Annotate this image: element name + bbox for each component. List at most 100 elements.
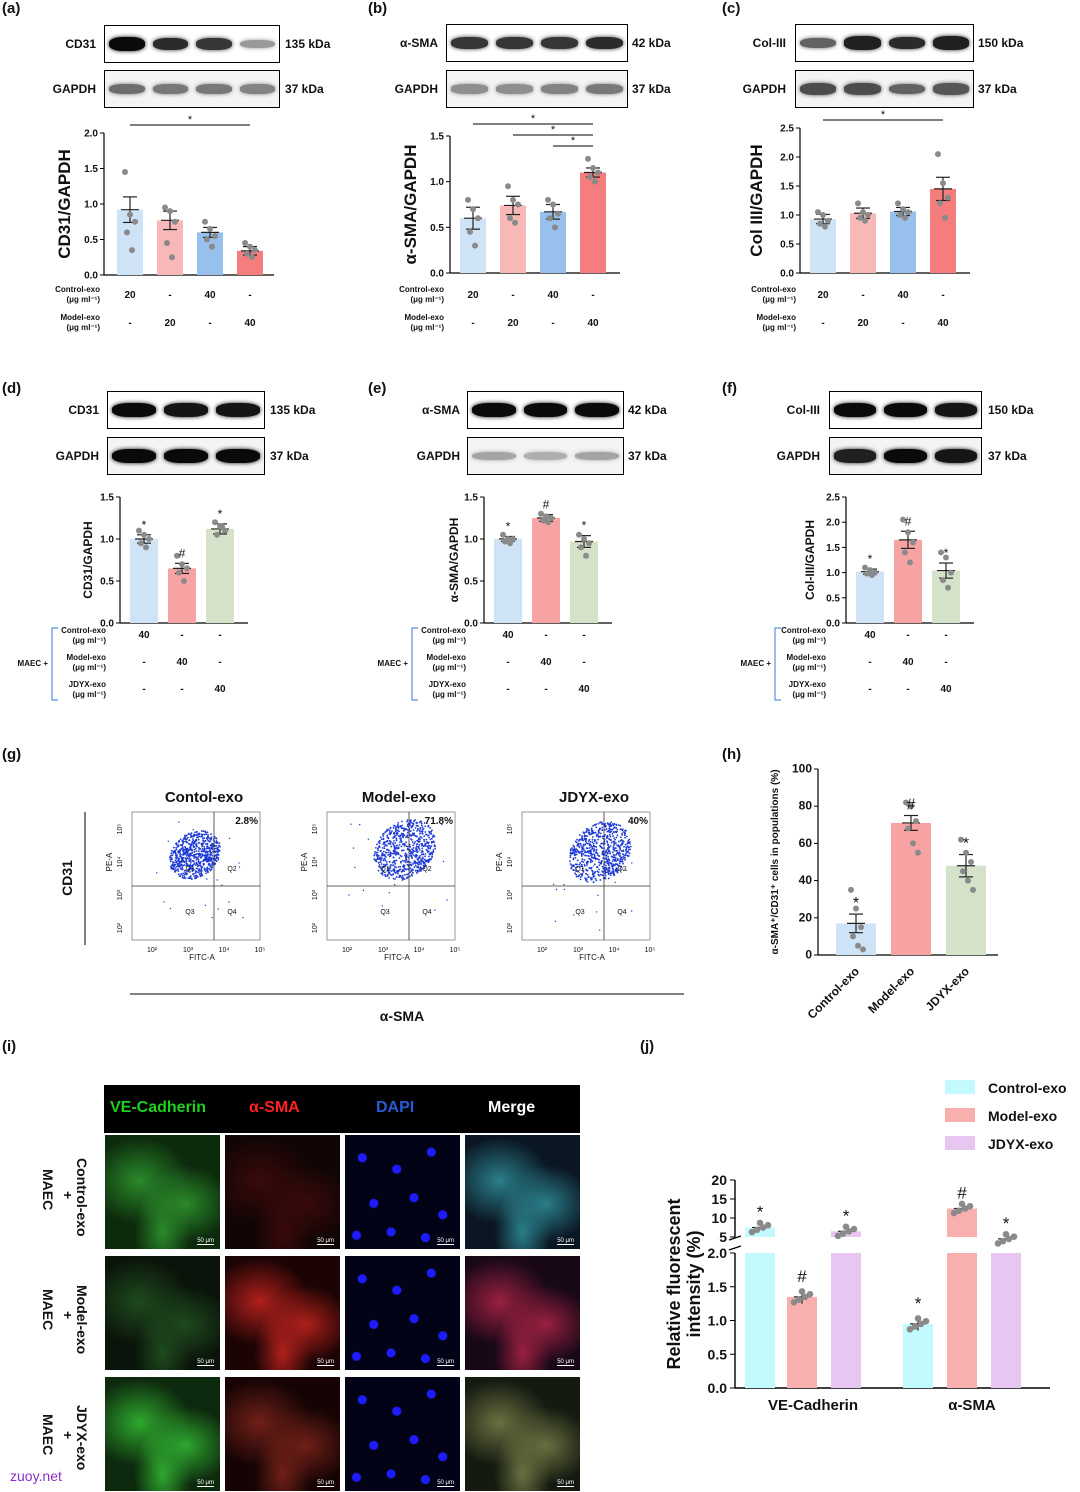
flow-dot [608, 829, 610, 832]
flow-dot [593, 875, 596, 878]
blot-d-bottom [107, 437, 265, 475]
flow-dot [381, 905, 384, 907]
flow-dot [407, 864, 409, 866]
flow-dot [384, 830, 387, 833]
flow-dot [217, 850, 220, 853]
flow-dot [208, 864, 211, 866]
flow-dot [390, 845, 393, 848]
flow-dot [186, 836, 189, 839]
flow-dot [181, 866, 184, 869]
flow-dot [602, 850, 605, 853]
flow-dot [184, 835, 187, 837]
flow-dot [600, 821, 603, 824]
row-label-f-2: JDYX-exo [789, 680, 826, 689]
flow-q2-1: Q2 [422, 866, 431, 873]
blot-label-d-top: CD31 [68, 403, 99, 417]
data-point-j [845, 1228, 853, 1235]
flow-dot [405, 859, 408, 862]
flow-dot [411, 841, 414, 844]
flow-dot [415, 872, 418, 874]
flow-dot [195, 831, 198, 833]
dose-model-a: 20 [164, 318, 176, 329]
flow-dot [387, 854, 390, 856]
flow-dot [175, 857, 178, 860]
flow-dot [419, 820, 422, 823]
significance-mark-h: # [907, 797, 916, 814]
flow-dot [206, 878, 208, 880]
flow-dot [581, 835, 584, 837]
data-point-d [222, 527, 228, 534]
data-point-h [958, 836, 964, 843]
flow-dot [613, 873, 615, 876]
flow-dot [424, 859, 427, 862]
flow-dot [204, 851, 207, 854]
flow-dot [593, 839, 596, 841]
data-point-b [505, 183, 511, 190]
flow-dot [400, 849, 403, 852]
flow-dot [193, 855, 196, 858]
data-point-j [906, 1325, 914, 1333]
flow-dot [604, 872, 607, 875]
flow-dot [195, 839, 198, 842]
flow-dot [377, 849, 379, 851]
flow-dot [195, 874, 198, 877]
flow-y-tick-1: 10³ [312, 889, 319, 900]
flow-dot [175, 856, 177, 859]
flow-dot [212, 850, 215, 853]
flow-dot [209, 854, 212, 857]
flow-dot [605, 866, 607, 869]
flow-dot [563, 884, 565, 886]
flow-dot [405, 868, 408, 871]
flow-dot [386, 829, 388, 831]
flow-dot [194, 856, 196, 859]
flow-dot [607, 867, 610, 869]
flow-dot [429, 832, 432, 835]
y-tick-label-d: 1.0 [100, 535, 114, 546]
flow-dot [390, 870, 393, 872]
flow-dot [402, 830, 405, 832]
flow-dot [408, 849, 411, 852]
flow-dot [620, 836, 622, 839]
flow-dot [208, 847, 211, 849]
flow-dot [202, 841, 205, 844]
flow-dot [215, 859, 218, 862]
y-tick-label-c: 0.5 [780, 240, 794, 251]
flow-dot [416, 851, 419, 853]
y-tick-label-h: 80 [799, 799, 813, 813]
dose-d-2: - [180, 684, 183, 695]
flow-dot [170, 852, 173, 855]
flow-dot [624, 856, 626, 859]
column-merge: Merge [488, 1099, 536, 1116]
flow-dot [619, 860, 622, 863]
flow-dot [390, 863, 392, 866]
flow-dot [397, 853, 400, 856]
flow-dot [598, 874, 601, 877]
flow-dot [206, 870, 209, 872]
flow-dot [215, 854, 218, 857]
flow-dot [181, 856, 184, 859]
flow-dot [395, 870, 398, 873]
flow-dot [209, 837, 212, 840]
flow-dot [216, 841, 219, 844]
flow-dot [177, 857, 180, 860]
flow-dot [399, 834, 402, 837]
flow-dot [413, 820, 416, 822]
flow-dot [411, 869, 414, 872]
column-alpha-sma: α-SMA [249, 1099, 300, 1116]
flow-dot [210, 846, 213, 849]
band [800, 83, 837, 95]
flow-dot [198, 852, 201, 855]
flow-dot [194, 840, 197, 843]
flow-dot [423, 840, 426, 843]
flow-dot [191, 878, 193, 881]
flow-dot [392, 864, 395, 867]
flow-dot [192, 859, 195, 862]
flow-dot [183, 848, 186, 851]
significance-mark-j: # [957, 1184, 967, 1203]
flow-dot [621, 853, 624, 855]
flow-dot [212, 843, 215, 846]
flow-dot [590, 867, 593, 869]
micrograph-1-2: 50 μm [345, 1256, 460, 1370]
flow-dot [581, 850, 583, 853]
flow-dot [394, 859, 396, 862]
